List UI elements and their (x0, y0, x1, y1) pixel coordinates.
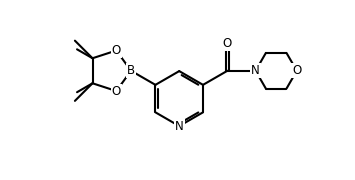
Text: B: B (127, 64, 135, 77)
Text: O: O (112, 85, 121, 98)
Text: N: N (175, 120, 184, 132)
Text: O: O (112, 44, 121, 57)
Text: O: O (292, 64, 301, 77)
Text: O: O (223, 37, 232, 50)
Text: N: N (251, 64, 260, 77)
